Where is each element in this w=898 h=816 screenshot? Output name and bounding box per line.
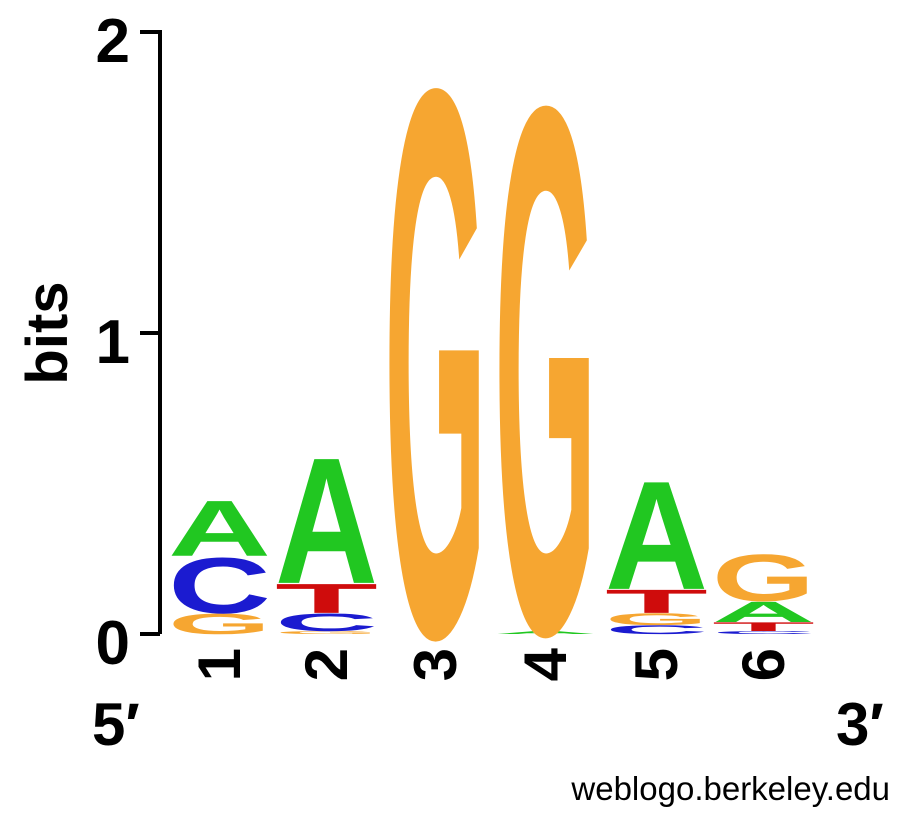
stack-position-4: AG [494,0,597,791]
letter-G-pos-5: G [605,610,708,629]
letter-A-pos-2: A [275,421,378,622]
stack-position-1: GCA [168,485,271,641]
position-label-5: 5 [623,648,690,681]
letter-G-pos-2: G [275,630,378,635]
letter-G-pos-3: G [384,0,487,800]
y-tick-label-1: 1 [96,308,130,377]
letter-T-pos-2: T [275,575,378,622]
letter-C-pos-5: C [605,623,708,637]
letter-G-pos-6: G [712,541,815,616]
letter-A-pos-4: A [494,630,597,635]
position-label-1: 1 [186,648,253,681]
three-prime-label: 3′ [836,691,884,758]
letter-C-pos-6: C [712,630,815,635]
five-prime-label: 5′ [92,691,140,758]
y-tick-label-2: 2 [96,7,130,76]
position-label-2: 2 [293,648,360,681]
position-label-6: 6 [730,648,797,681]
letter-A-pos-1: A [168,485,271,573]
letter-C-pos-2: C [275,608,378,636]
footer-credit: weblogo.berkeley.edu [570,770,890,807]
position-label-4: 4 [512,647,579,681]
y-tick-label-0: 0 [96,609,130,678]
position-label-3: 3 [402,648,469,681]
letter-T-pos-6: T [712,620,815,634]
stack-position-3: G [384,0,487,800]
letter-C-pos-1: C [168,542,271,630]
letter-A-pos-5: A [605,448,708,622]
position-labels: 1 2 3 4 5 6 [186,647,797,681]
letter-T-pos-5: T [605,583,708,620]
letter-A-pos-6: A [712,596,815,629]
letter-G-pos-4: G [494,0,597,791]
letter-G-pos-1: G [168,608,271,641]
y-axis-label: bits [15,281,80,384]
